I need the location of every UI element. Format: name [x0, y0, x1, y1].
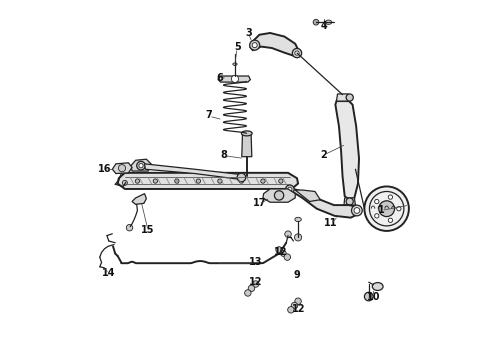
Circle shape [288, 187, 292, 192]
Circle shape [375, 199, 379, 204]
Circle shape [139, 163, 143, 168]
Text: 12: 12 [274, 247, 288, 257]
Polygon shape [250, 33, 299, 56]
Circle shape [346, 94, 353, 101]
Circle shape [122, 180, 127, 185]
Circle shape [276, 247, 282, 253]
Circle shape [379, 201, 394, 217]
Text: 7: 7 [206, 111, 213, 121]
Circle shape [250, 40, 260, 50]
Circle shape [196, 179, 200, 183]
Text: 10: 10 [368, 292, 381, 302]
Polygon shape [131, 159, 151, 171]
Text: 5: 5 [234, 42, 241, 52]
Text: 14: 14 [102, 268, 116, 278]
Ellipse shape [242, 131, 252, 136]
Polygon shape [288, 189, 358, 218]
Circle shape [354, 208, 360, 213]
Ellipse shape [325, 20, 332, 24]
Circle shape [397, 207, 401, 211]
Text: 11: 11 [324, 218, 338, 228]
Circle shape [153, 179, 157, 183]
Circle shape [137, 161, 146, 170]
Circle shape [285, 231, 291, 237]
Circle shape [388, 218, 392, 222]
Text: 9: 9 [294, 270, 300, 280]
Circle shape [286, 185, 294, 194]
Circle shape [252, 281, 259, 287]
Polygon shape [344, 198, 355, 205]
Circle shape [365, 186, 409, 231]
Ellipse shape [372, 283, 383, 291]
Ellipse shape [233, 63, 237, 66]
Circle shape [231, 75, 239, 82]
Circle shape [135, 179, 140, 183]
Circle shape [346, 198, 353, 205]
Polygon shape [145, 164, 245, 180]
Circle shape [218, 179, 222, 183]
Circle shape [291, 302, 298, 309]
Circle shape [284, 254, 291, 260]
Circle shape [295, 51, 299, 55]
Circle shape [313, 19, 319, 25]
Circle shape [248, 285, 255, 292]
Text: 12: 12 [292, 304, 306, 314]
Text: 8: 8 [220, 150, 227, 160]
Ellipse shape [243, 175, 251, 178]
Polygon shape [112, 163, 132, 174]
Circle shape [293, 48, 302, 58]
Circle shape [388, 195, 392, 199]
Polygon shape [242, 134, 252, 157]
Circle shape [294, 234, 302, 241]
Ellipse shape [295, 217, 301, 222]
Text: 1: 1 [378, 206, 385, 216]
Circle shape [237, 173, 245, 182]
Text: 12: 12 [249, 277, 263, 287]
Circle shape [245, 290, 251, 296]
Circle shape [252, 42, 257, 48]
Text: 13: 13 [249, 257, 263, 267]
Circle shape [365, 292, 373, 301]
Polygon shape [335, 101, 359, 200]
Circle shape [261, 179, 265, 183]
Text: 16: 16 [98, 164, 112, 174]
Text: 4: 4 [320, 21, 327, 31]
Polygon shape [118, 173, 298, 189]
Circle shape [274, 191, 284, 200]
Circle shape [280, 251, 286, 256]
Polygon shape [295, 190, 320, 202]
Polygon shape [263, 189, 295, 202]
Circle shape [288, 307, 294, 313]
Text: 6: 6 [217, 73, 223, 83]
Circle shape [239, 179, 244, 183]
Circle shape [126, 225, 133, 231]
Text: 2: 2 [320, 150, 327, 160]
Circle shape [295, 298, 301, 305]
Polygon shape [132, 194, 147, 204]
Circle shape [119, 165, 125, 172]
Text: 15: 15 [142, 225, 155, 235]
Text: 3: 3 [245, 28, 252, 38]
Circle shape [375, 214, 379, 218]
Polygon shape [218, 76, 250, 82]
Circle shape [351, 205, 362, 216]
Text: 17: 17 [252, 198, 266, 208]
Polygon shape [337, 94, 349, 101]
Circle shape [279, 179, 283, 183]
Circle shape [175, 179, 179, 183]
